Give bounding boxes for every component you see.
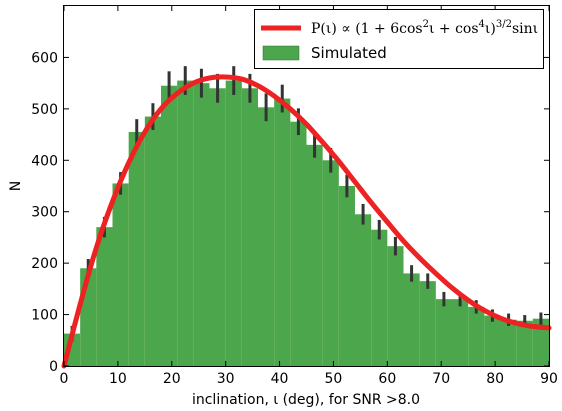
histogram-bar	[241, 88, 258, 367]
histogram-bar	[500, 319, 517, 366]
histogram-bars	[64, 80, 549, 367]
histogram-bar	[371, 229, 388, 366]
x-tick-label: 90	[540, 371, 558, 387]
legend-bar-label: Simulated	[311, 44, 387, 62]
x-tick-label: 60	[378, 371, 396, 387]
y-tick-label: 200	[31, 256, 58, 272]
y-tick-label: 300	[31, 205, 58, 221]
histogram-bar	[96, 227, 113, 366]
x-tick-label: 50	[325, 371, 343, 387]
x-tick-label: 0	[60, 371, 69, 387]
histogram-bar	[144, 116, 161, 366]
histogram-bar	[258, 107, 275, 367]
probability-curve	[61, 74, 552, 369]
plot-frame	[63, 5, 550, 367]
x-tick-label: 70	[432, 371, 450, 387]
histogram-bar	[516, 320, 533, 366]
x-tick-label: 30	[217, 371, 235, 387]
histogram-bar	[452, 299, 469, 366]
histogram-bar	[322, 160, 339, 366]
x-tick-label: 10	[109, 371, 127, 387]
y-tick-label: 500	[31, 102, 58, 118]
histogram-bar	[128, 132, 145, 366]
y-axis-label: N	[8, 181, 24, 191]
histogram-bar	[209, 88, 226, 367]
y-tick-label: 100	[31, 308, 58, 324]
histogram-bar	[338, 186, 355, 366]
legend-bar-swatch	[262, 45, 300, 61]
x-tick-label: 80	[486, 371, 504, 387]
histogram-bar	[225, 80, 242, 367]
histogram-bar	[484, 315, 501, 366]
histogram-bar	[387, 246, 404, 366]
x-tick-label: 40	[271, 371, 289, 387]
x-axis-label: inclination, ι (deg), for SNR >8.0	[192, 392, 420, 408]
y-tick-label: 400	[31, 153, 58, 169]
histogram-bar	[532, 318, 549, 366]
histogram-bar	[435, 299, 452, 366]
y-tick-label: 600	[31, 50, 58, 66]
histogram-bar	[468, 306, 485, 366]
histogram-bar	[112, 183, 129, 366]
histogram-bar	[419, 281, 436, 366]
histogram-bar	[274, 98, 291, 367]
y-tick-label: 0	[49, 359, 58, 375]
x-axis-ticks: 0 10 20 30 40 50 60 70 80 90	[60, 6, 558, 387]
x-tick-label: 20	[163, 371, 181, 387]
legend-box	[254, 9, 544, 69]
histogram-bar	[161, 85, 178, 366]
histogram-bar	[355, 214, 372, 366]
y-axis-ticks: 0 100 200 300 400 500 600	[31, 50, 549, 375]
histogram-bar	[177, 80, 194, 367]
histogram-bar	[290, 121, 307, 366]
histogram-bar	[193, 83, 210, 367]
histogram-bar	[306, 144, 323, 366]
legend-line-label: P(ι) ∝ (1 + 6cos2ι + cos4ι)3/2sinι	[311, 19, 538, 37]
histogram-bar	[403, 273, 420, 366]
legend: P(ι) ∝ (1 + 6cos2ι + cos4ι)3/2sinι Simul…	[254, 9, 544, 69]
